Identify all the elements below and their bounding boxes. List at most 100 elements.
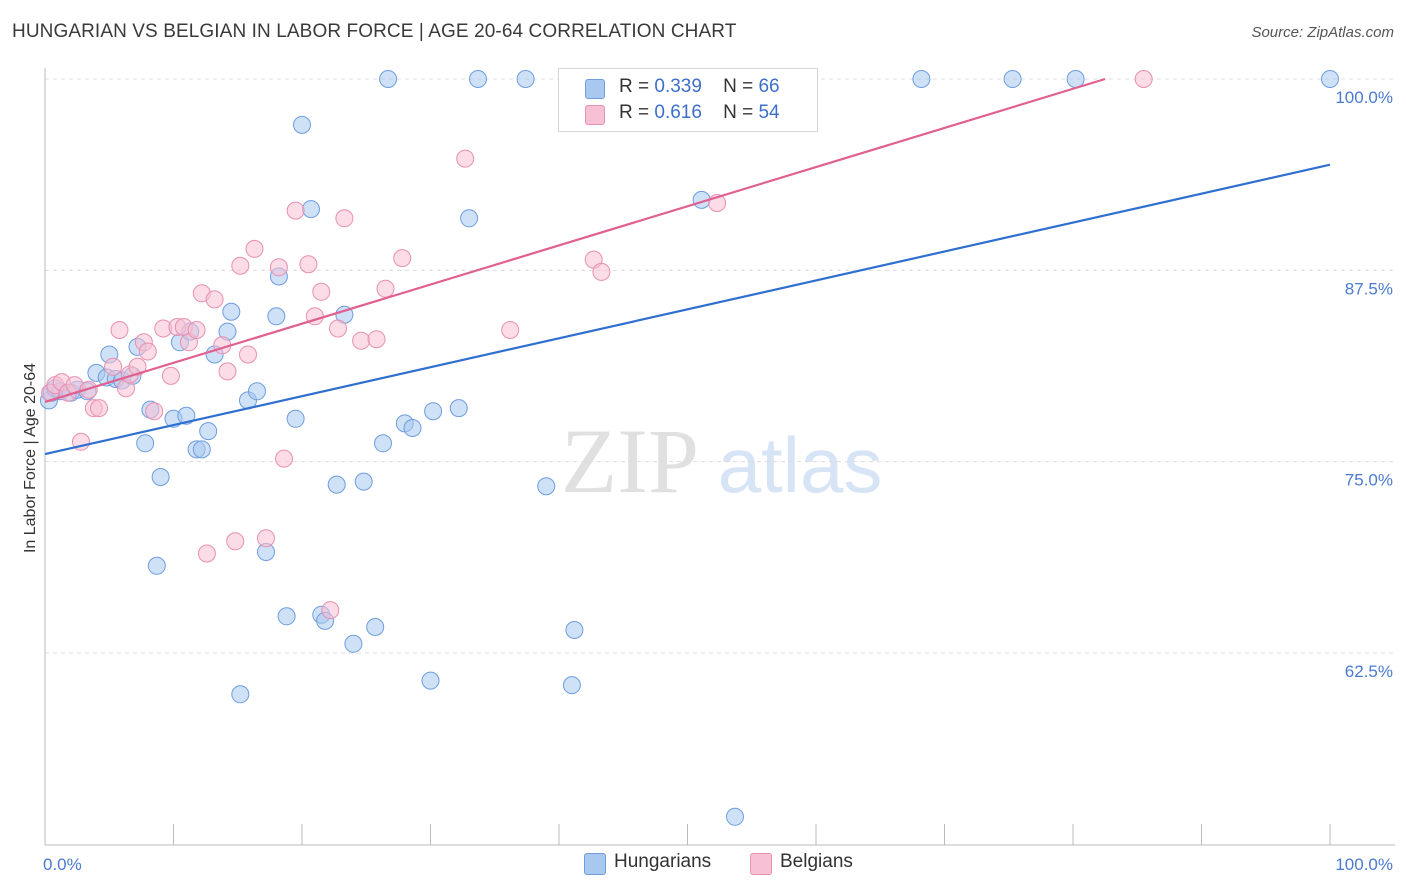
hungarians-point — [912, 70, 931, 88]
y-tick-label: 100.0% — [1335, 88, 1393, 107]
legend-r-value: 0.616 — [654, 102, 702, 123]
hungarians-point — [460, 209, 479, 228]
belgians-trend-line — [44, 77, 1106, 404]
hungarians-point — [565, 621, 584, 639]
belgians-point — [312, 282, 331, 301]
legend-r-label: R = — [619, 76, 650, 97]
belgians-point — [269, 258, 288, 277]
stats-legend: R = 0.339 N = 66 R = 0.616 N = 54 — [558, 68, 818, 132]
hungarians-point — [469, 70, 487, 88]
hungarians-point — [366, 618, 385, 636]
hungarians-point — [1321, 70, 1339, 88]
belgians-point — [226, 532, 245, 551]
belgians-point — [90, 399, 108, 418]
axes — [44, 68, 1395, 846]
watermark-zip: ZIP — [561, 410, 699, 512]
hungarians-legend-swatch — [584, 853, 606, 875]
hungarians-point — [327, 475, 346, 494]
belgians-point — [1134, 70, 1153, 88]
hungarians-point — [354, 472, 373, 491]
hungarians-point — [374, 434, 392, 453]
tick-labels: 62.5% 75.0% 87.5% 100.0% 0.0% 100.0% — [43, 88, 1393, 874]
belgians-point — [187, 321, 206, 339]
hungarians-point — [177, 406, 196, 425]
legend-n-label: N = — [723, 76, 754, 97]
belgians-point — [231, 256, 250, 275]
legend-n-label: N = — [723, 102, 754, 123]
hungarians-point — [344, 634, 363, 653]
belgians-point — [329, 319, 347, 338]
hungarians-point — [1066, 70, 1085, 88]
belgians-swatch — [585, 105, 605, 125]
belgians-legend-label: Belgians — [780, 851, 853, 872]
belgians-point — [321, 601, 340, 620]
belgians-point — [299, 255, 318, 274]
hungarians-point — [199, 422, 218, 441]
belgians-point — [128, 357, 147, 376]
hungarians-point — [136, 434, 155, 453]
x-tick-label: 0.0% — [43, 855, 82, 874]
belgians-legend-swatch — [750, 853, 772, 875]
hungarians-swatch — [585, 79, 605, 99]
y-tick-label: 62.5% — [1345, 662, 1393, 681]
hungarians-point — [286, 409, 305, 428]
belgians-point — [161, 366, 180, 385]
belgians-point — [456, 149, 475, 168]
y-tick-label: 75.0% — [1345, 471, 1393, 490]
belgians-point — [257, 529, 275, 548]
belgians-point — [335, 209, 354, 228]
hungarians-point — [222, 302, 241, 321]
belgians-point — [501, 321, 520, 339]
hungarians-point — [1003, 70, 1022, 88]
legend-n-value: 66 — [758, 76, 780, 97]
belgians-point — [376, 279, 395, 298]
hungarians-point — [449, 399, 468, 418]
belgians-point — [239, 345, 257, 364]
hungarians-point — [293, 115, 311, 134]
hungarians-point — [151, 468, 170, 486]
belgians-point — [218, 362, 237, 381]
hungarians-point — [267, 307, 286, 326]
belgians-point — [197, 544, 216, 563]
belgians-point — [138, 342, 157, 361]
hungarians-point — [302, 200, 320, 219]
hungarians-point — [424, 402, 443, 421]
hungarians-legend-label: Hungarians — [614, 851, 712, 872]
belgians-point — [205, 290, 224, 309]
source-label: Source: ZipAtlas.com — [1251, 24, 1394, 41]
hungarians-point — [192, 440, 211, 459]
hungarians-point — [562, 676, 581, 695]
hungarians-point — [516, 70, 535, 88]
legend-n-value: 54 — [758, 102, 780, 123]
belgians-point — [592, 262, 611, 281]
series-belgians — [41, 70, 1153, 620]
hungarians-point — [403, 419, 422, 437]
y-axis-label: In Labor Force | Age 20-64 — [22, 363, 39, 553]
belgians-point — [367, 330, 386, 349]
belgians-point — [393, 249, 412, 268]
hungarians-point — [231, 685, 250, 704]
hungarians-point — [277, 607, 296, 626]
chart-title: HUNGARIAN VS BELGIAN IN LABOR FORCE | AG… — [12, 21, 737, 42]
hungarians-trend-line — [44, 163, 1331, 456]
y-tick-label: 87.5% — [1345, 279, 1393, 298]
x-tick-label: 100.0% — [1335, 855, 1393, 874]
hungarians-point — [147, 556, 166, 575]
belgians-point — [104, 357, 123, 376]
belgians-point — [110, 321, 129, 339]
watermark-atlas: atlas — [718, 421, 883, 509]
trend-lines — [44, 77, 1331, 456]
hungarians-point — [421, 671, 440, 690]
hungarians-point — [248, 382, 266, 401]
hungarians-point — [537, 477, 556, 496]
belgians-point — [286, 201, 305, 220]
belgians-point — [352, 331, 371, 350]
hungarians-point — [726, 807, 744, 826]
legend-r-value: 0.339 — [654, 76, 702, 97]
legend-r-label: R = — [619, 102, 650, 123]
belgians-point — [245, 239, 264, 258]
belgians-point — [145, 402, 164, 421]
grid-lines — [45, 78, 1395, 654]
data-points — [39, 70, 1339, 826]
